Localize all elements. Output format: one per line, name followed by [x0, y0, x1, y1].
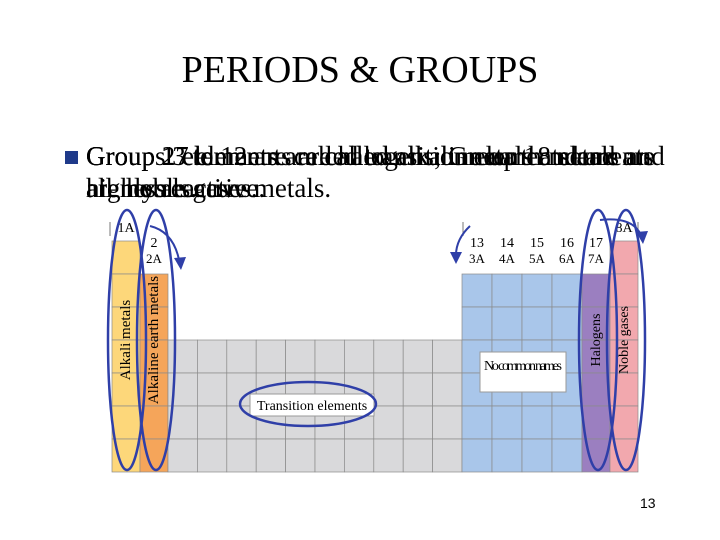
group-alt-label: 2A [146, 251, 163, 266]
element-cell [581, 306, 611, 341]
element-cell [197, 372, 228, 407]
group-number: 14 [500, 236, 514, 251]
element-cell [373, 405, 404, 440]
element-cell [344, 339, 375, 374]
group-alt-label: 4A [499, 251, 516, 266]
element-cell [111, 273, 141, 308]
group-alt-label: 3A [469, 251, 486, 266]
element-cell [461, 273, 493, 308]
element-cell [373, 339, 404, 374]
element-cell [491, 273, 523, 308]
element-cell [551, 405, 583, 440]
region-label: Alkali metals [118, 300, 134, 381]
group-number: 16 [560, 236, 574, 251]
highlight-ellipse [238, 380, 378, 428]
element-cell [581, 372, 611, 407]
arrow-head [636, 231, 648, 244]
element-cell [167, 339, 198, 374]
element-cell [197, 405, 228, 440]
group-alt-label: 6A [559, 251, 576, 266]
arrow-head [174, 257, 186, 270]
element-cell [402, 372, 433, 407]
element-cell [491, 306, 523, 341]
group-alt-label: 7A [588, 251, 605, 266]
element-cell [226, 438, 257, 473]
label-box [479, 351, 567, 393]
element-cell [491, 405, 523, 440]
bullet-icon [62, 148, 78, 164]
group-alt-label: 5A [529, 251, 546, 266]
element-cell [285, 438, 316, 473]
element-cell [167, 438, 198, 473]
element-cell [609, 339, 639, 374]
slide-title: PERIODS & GROUPS [181, 49, 539, 91]
element-cell [255, 438, 286, 473]
bullet-text: Group 1 elements are called alkali metal… [86, 141, 619, 203]
element-cell [521, 306, 553, 341]
region-label: No common names [484, 359, 562, 374]
element-cell [197, 339, 228, 374]
element-cell [402, 339, 433, 374]
group-number: 8A [615, 221, 633, 236]
highlight-ellipse [135, 208, 177, 472]
element-cell [551, 306, 583, 341]
element-cell [432, 339, 463, 374]
element-cell [521, 273, 553, 308]
element-cell [285, 339, 316, 374]
element-cell [373, 372, 404, 407]
element-cell [581, 273, 611, 308]
region-label: Alkaline earth metals [146, 276, 162, 404]
element-cell [551, 273, 583, 308]
element-cell [432, 405, 463, 440]
page-number: 13 [640, 495, 656, 511]
group-number: 1A [117, 221, 135, 236]
group-number: 2 [151, 236, 158, 251]
element-cell [432, 372, 463, 407]
group-number: 15 [530, 236, 544, 251]
element-cell [581, 438, 611, 473]
element-cell [461, 306, 493, 341]
element-cell [111, 240, 141, 275]
element-cell [314, 438, 345, 473]
arrow-head [450, 252, 462, 264]
element-cell [344, 438, 375, 473]
region-label: Transition elements [257, 399, 367, 414]
group-number: 17 [589, 236, 603, 251]
element-cell [226, 339, 257, 374]
region-label: Noble gases [617, 306, 632, 374]
element-cell [314, 339, 345, 374]
element-cell [521, 405, 553, 440]
group-number: 13 [470, 236, 484, 251]
element-cell [197, 438, 228, 473]
element-cell [111, 405, 141, 440]
element-cell [551, 438, 583, 473]
region-label: Halogens [589, 314, 604, 367]
element-cell [491, 438, 523, 473]
element-cell [432, 438, 463, 473]
element-cell [402, 405, 433, 440]
bullet-text: Groups 3 to 12 are called transition ele… [86, 141, 656, 203]
element-cell [609, 306, 639, 341]
bullet-text: Group 2 elements are called alkaline ear… [86, 141, 665, 203]
element-cell [461, 438, 493, 473]
label-box [249, 393, 375, 417]
bullet-text: Group 17 elements are halogens; Group 18… [86, 141, 654, 203]
element-cell [521, 438, 553, 473]
element-cell [402, 438, 433, 473]
highlight-ellipse [106, 208, 148, 472]
element-cell [255, 339, 286, 374]
element-cell [373, 438, 404, 473]
element-cell [461, 405, 493, 440]
element-cell [581, 405, 611, 440]
highlight-ellipse [577, 208, 619, 472]
highlight-ellipse [605, 208, 647, 472]
